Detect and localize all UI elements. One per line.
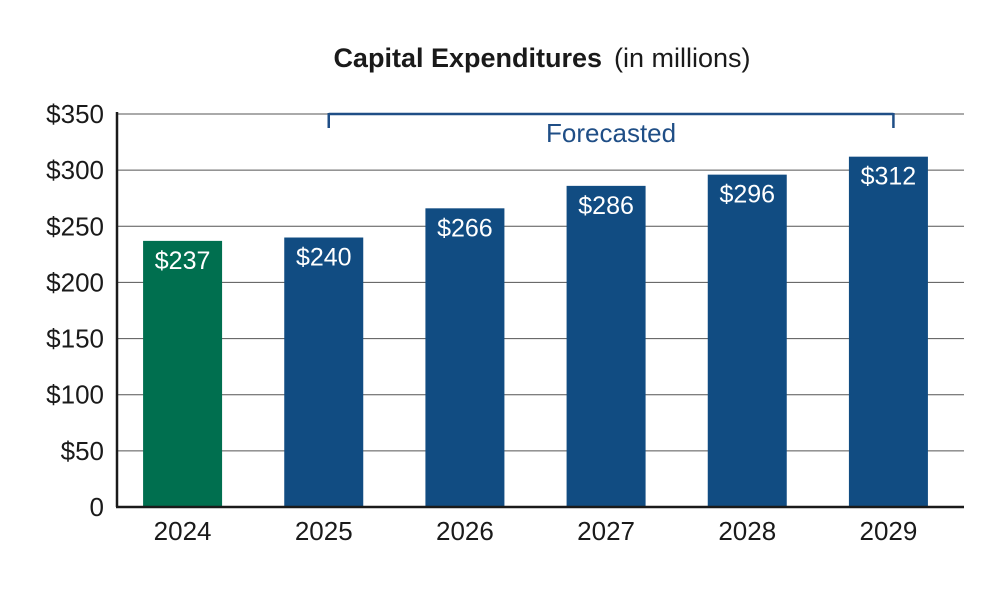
x-tick-label: 2027 [577,516,635,546]
x-tick-label: 2025 [295,516,353,546]
bar-value-label: $240 [296,244,352,272]
forecast-annotation: Forecasted [327,112,895,148]
bar-value-label: $296 [719,181,775,209]
y-tick-label: 0 [90,492,104,522]
chart-title: Capital Expenditures (in millions) [333,43,750,73]
y-tick-label: $250 [46,211,104,241]
y-tick-label: $150 [46,324,104,354]
y-tick-label: $300 [46,155,104,185]
bar-value-label: $312 [861,163,917,191]
bar-2024 [143,240,223,507]
x-axis [115,112,964,509]
chart-title-main: Capital Expenditures [333,43,602,73]
y-tick-label: $200 [46,267,104,297]
bars [143,156,928,508]
x-tick-label: 2028 [718,516,776,546]
y-tick-label: $350 [46,99,104,129]
bar-value-label: $237 [155,247,211,275]
bar-value-label: $266 [437,214,493,242]
y-tick-label: $50 [61,436,104,466]
bar-2026 [425,208,505,507]
x-axis-ticks: 2024 2025 2026 2027 2028 2029 [154,516,918,546]
bar-2025 [284,237,364,507]
x-tick-label: 2029 [859,516,917,546]
bar-2029 [848,156,928,507]
bar-2027 [566,185,646,507]
x-tick-label: 2026 [436,516,494,546]
y-axis-ticks: 0 $50 $100 $150 $200 $250 $300 $350 [46,99,104,522]
x-tick-label: 2024 [154,516,212,546]
forecast-label: Forecasted [546,118,676,148]
gridlines [117,113,964,452]
chart-title-sub: (in millions) [614,43,751,73]
bar-value-labels: $237 $240 $266 $286 $296 $312 [155,163,916,275]
bar-value-label: $286 [578,192,634,220]
y-tick-label: $100 [46,380,104,410]
bar-2028 [707,174,787,508]
